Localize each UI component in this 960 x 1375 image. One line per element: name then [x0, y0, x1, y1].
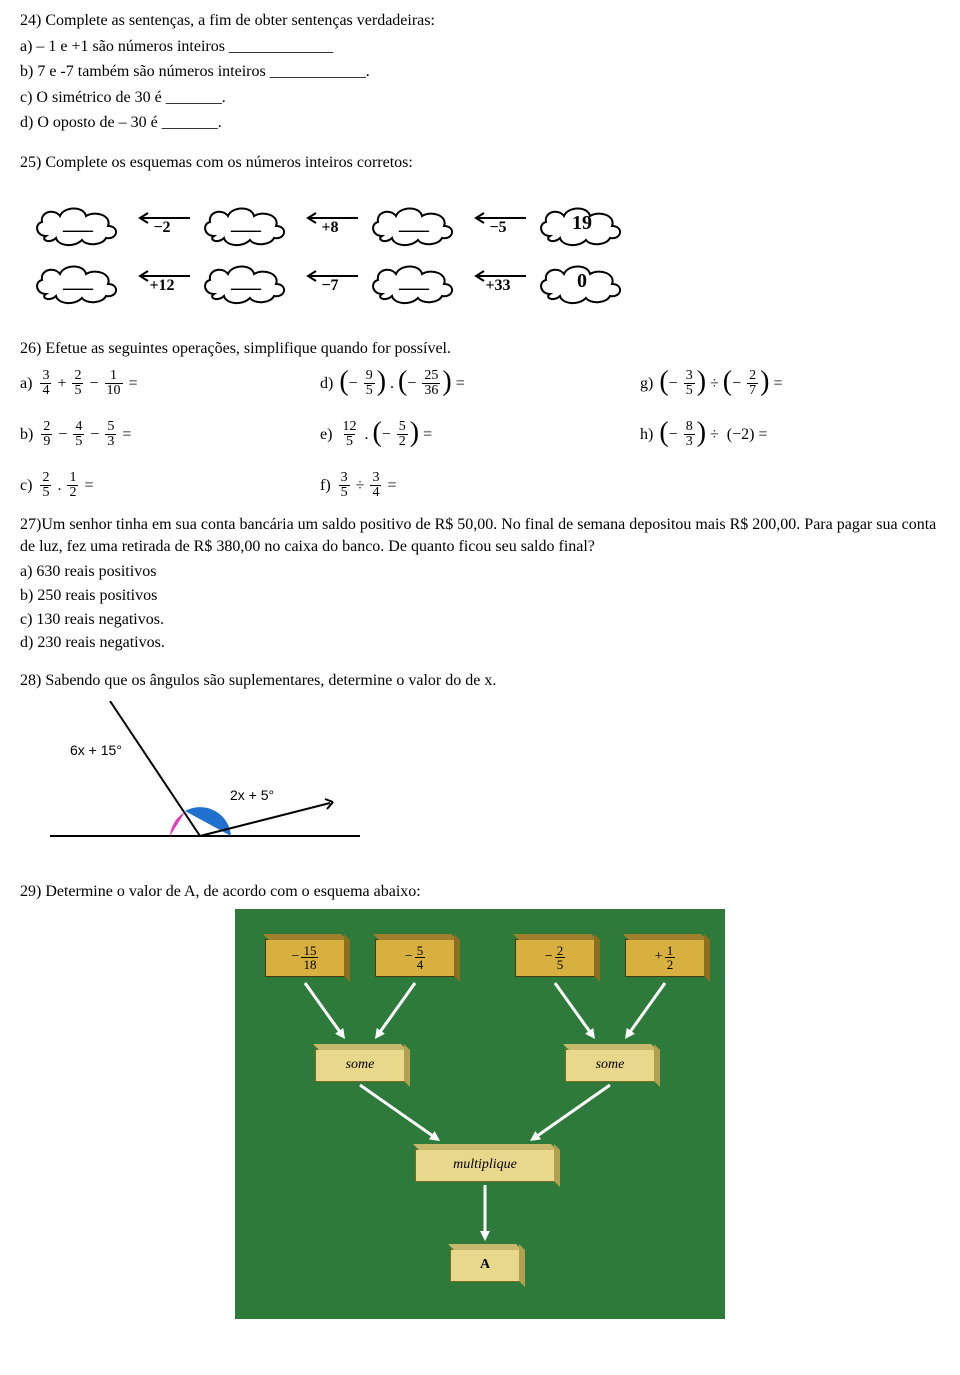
cloud: 0 [532, 258, 632, 306]
op-block: some [565, 1049, 655, 1082]
flow-arrow [545, 983, 595, 1046]
value-block: − 25 [515, 939, 595, 977]
eq-cell: f)35÷34= [320, 471, 620, 500]
q24-c: c) O simétrico de 30 é _______. [20, 87, 940, 109]
value-block: − 1518 [265, 939, 345, 977]
eq-cell [640, 471, 940, 500]
flow-arrow [473, 1185, 485, 1241]
q25-stem: 25) Complete os esquemas com os números … [20, 152, 940, 174]
flow-arrow [365, 976, 415, 1039]
eq-cell: a)34+25−110= [20, 369, 300, 398]
q25-row1: ___−2 ___+8 ___−5 19 [28, 200, 940, 248]
arrow: −2 [134, 209, 190, 239]
q27-c: c) 130 reais negativos. [20, 609, 940, 631]
angle-diagram: 6x + 15° 2x + 5° [50, 701, 360, 871]
q27-b: b) 250 reais positivos [20, 585, 940, 607]
flow-arrow [353, 1085, 440, 1151]
flow-arrow [523, 1075, 610, 1141]
q24-stem: 24) Complete as sentenças, a fim de obte… [20, 10, 940, 32]
arrow: −5 [470, 209, 526, 239]
cloud: ___ [28, 200, 128, 248]
flow-arrow [615, 976, 665, 1039]
cloud: ___ [364, 258, 464, 306]
cloud: ___ [364, 200, 464, 248]
block-diagram: − 1518 − 54 − 25 + 12 some some multipli… [235, 909, 725, 1319]
q24-b: b) 7 e -7 também são números inteiros __… [20, 61, 940, 83]
q26-stem: 26) Efetue as seguintes operações, simpl… [20, 338, 940, 360]
arrow: +33 [470, 267, 526, 297]
eq-cell: d)(− 95).(− 2536)= [320, 369, 620, 398]
angle-label-2x: 2x + 5° [230, 786, 274, 805]
arrow: +12 [134, 267, 190, 297]
q27-a: a) 630 reais positivos [20, 561, 940, 583]
q29-stem: 29) Determine o valor de A, de acordo co… [20, 881, 940, 903]
q28-stem: 28) Sabendo que os ângulos são suplement… [20, 670, 940, 692]
eq-cell: b)29−45−53= [20, 420, 300, 449]
value-block: + 12 [625, 939, 705, 977]
flow-arrow [295, 983, 345, 1046]
eq-cell: g)(− 35)÷(− 27)= [640, 369, 940, 398]
cloud: 19 [532, 200, 632, 248]
eq-cell: c)25.12= [20, 471, 300, 500]
value-block: − 54 [375, 939, 455, 977]
arrow: +8 [302, 209, 358, 239]
q27-d: d) 230 reais negativos. [20, 632, 940, 654]
q27-choices: a) 630 reais positivos b) 250 reais posi… [20, 561, 940, 653]
cloud: ___ [28, 258, 128, 306]
op-block: multiplique [415, 1149, 555, 1182]
arrow: −7 [302, 267, 358, 297]
q24-a: a) – 1 e +1 são números inteiros _______… [20, 36, 940, 58]
angle-label-6x: 6x + 15° [70, 741, 122, 760]
eq-grid: a)34+25−110= d)(− 95).(− 2536)= g)(− 35)÷(… [20, 369, 940, 500]
q25-row2: ___+12 ___−7 ___+33 0 [28, 258, 940, 306]
q27-text: 27)Um senhor tinha em sua conta bancária… [20, 514, 940, 557]
op-block: some [315, 1049, 405, 1082]
q24-d: d) O oposto de – 30 é _______. [20, 112, 940, 134]
result-block: A [450, 1249, 520, 1282]
eq-cell: h)(− 83)÷ (−2) = [640, 420, 940, 449]
eq-cell: e)125.(− 52)= [320, 420, 620, 449]
cloud: ___ [196, 200, 296, 248]
cloud: ___ [196, 258, 296, 306]
